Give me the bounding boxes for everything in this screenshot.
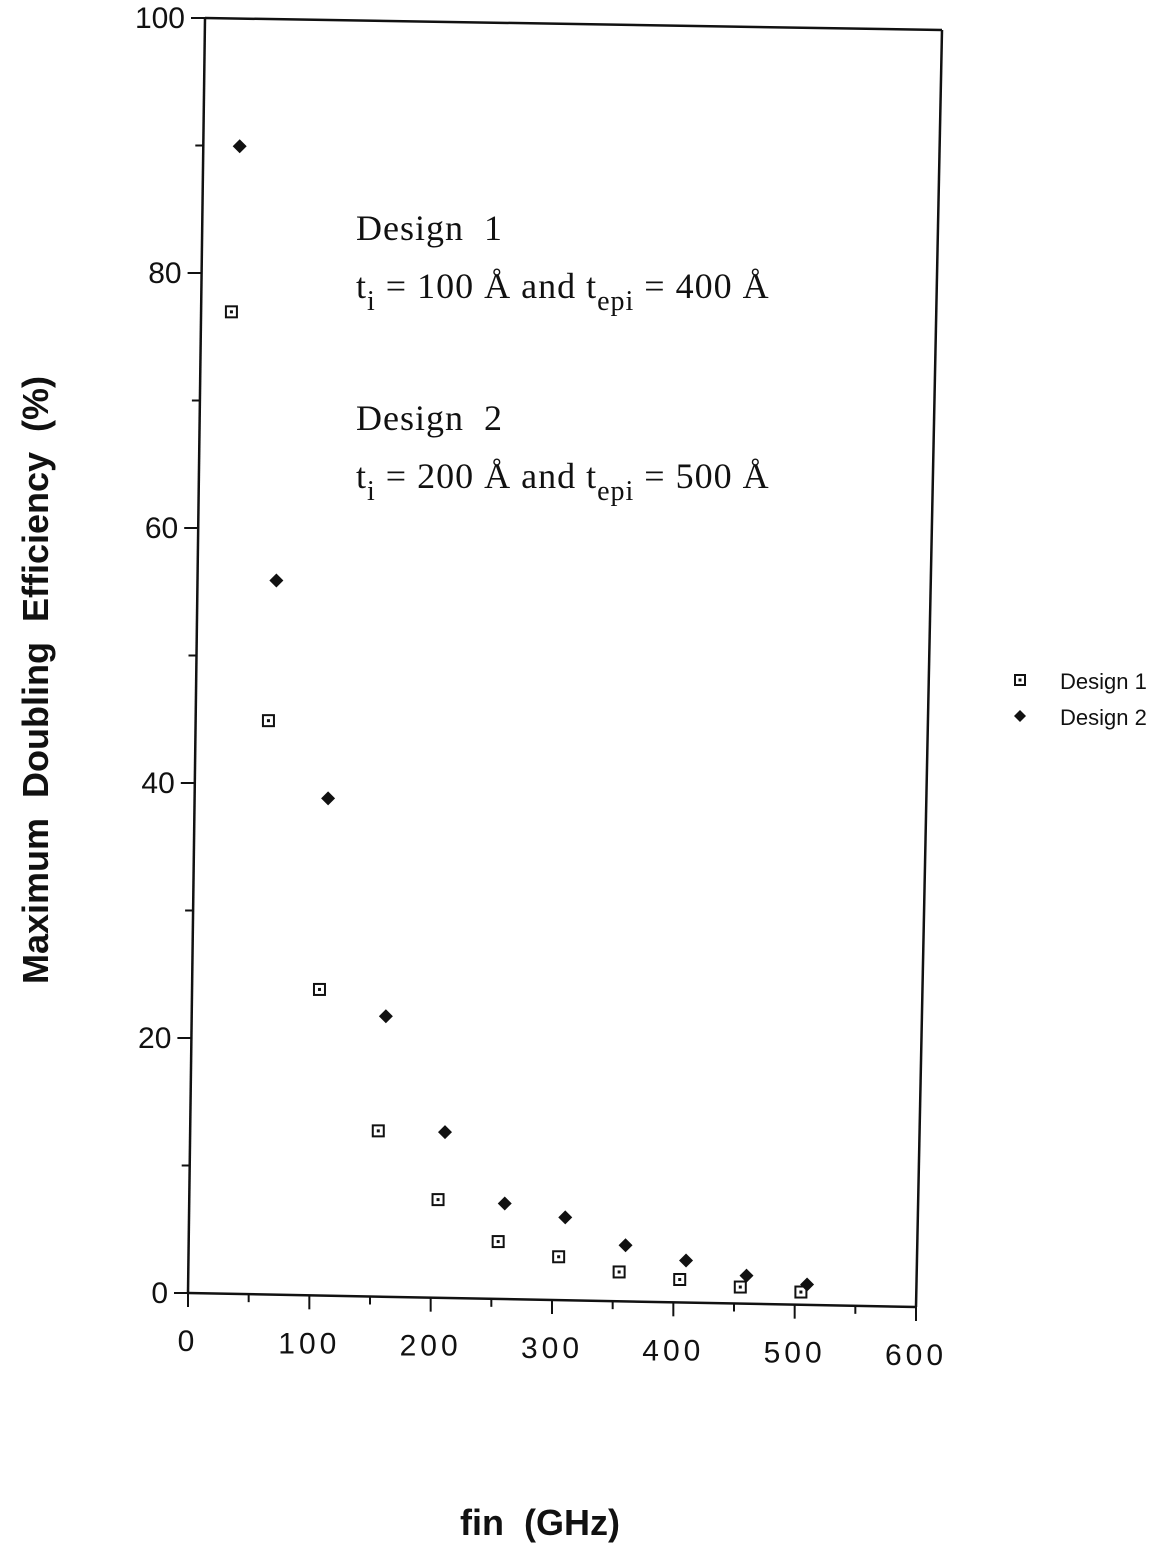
legend-marker-diamond-icon	[1014, 710, 1026, 722]
annotation-design2-title: Design 2	[356, 398, 503, 438]
point-design1-7	[612, 1265, 626, 1279]
x-tick-label-100: 100	[278, 1327, 340, 1360]
point-design1-9	[733, 1280, 747, 1294]
x-tick-label-600: 600	[885, 1339, 947, 1372]
plot-frame-top	[204, 16, 943, 32]
point-design2-2	[321, 791, 336, 806]
point-design2-5	[497, 1196, 512, 1211]
annotation-design1-desc: ti = 100 Å and tepi = 400 Å	[356, 266, 770, 317]
point-design2-6	[558, 1210, 573, 1225]
y-tick-label-40: 40	[141, 767, 174, 800]
point-design2-3	[378, 1009, 393, 1024]
x-tick-label-0: 0	[178, 1325, 199, 1358]
y-axis-ticks: 0 20 40 60 80 100	[135, 2, 205, 1310]
legend-label-design1: Design 1	[1060, 669, 1147, 694]
x-axis-ticks: 0 100 200 300 400 500 600	[178, 1293, 947, 1372]
point-design1-6	[552, 1250, 566, 1264]
point-design1-5	[491, 1235, 505, 1249]
plot-frame-right	[914, 29, 944, 1308]
point-design1-1	[261, 714, 275, 728]
point-design1-3	[371, 1124, 385, 1138]
annotation-design1-title: Design 1	[356, 208, 503, 248]
x-axis-title: fin (GHz)	[460, 1502, 620, 1543]
point-design2-9	[739, 1268, 754, 1283]
point-design1-4	[431, 1193, 445, 1207]
y-axis-title: Maximum Doubling Efficiency (%)	[15, 376, 56, 984]
point-design1-2	[312, 982, 326, 996]
legend: Design 1 Design 2	[1014, 669, 1147, 730]
y-tick-label-20: 20	[138, 1022, 171, 1055]
point-design1-10	[794, 1285, 808, 1299]
legend-label-design2: Design 2	[1060, 705, 1147, 730]
point-design1-8	[673, 1273, 687, 1286]
legend-marker-square-icon	[1014, 674, 1026, 686]
annotation-design2-desc: ti = 200 Å and tepi = 500 Å	[356, 456, 770, 507]
point-design2-1	[269, 573, 284, 588]
data-points	[224, 139, 815, 1299]
point-design2-10	[800, 1277, 815, 1292]
y-tick-label-0: 0	[151, 1277, 168, 1310]
legend-item-design2: Design 2	[1014, 705, 1147, 730]
point-design2-4	[438, 1125, 453, 1140]
y-tick-label-80: 80	[148, 257, 181, 290]
x-tick-label-400: 400	[642, 1334, 704, 1367]
legend-item-design1: Design 1	[1014, 669, 1147, 694]
x-tick-label-300: 300	[521, 1332, 583, 1365]
point-design2-7	[618, 1238, 633, 1253]
legend-marker-dot	[1018, 678, 1022, 682]
point-design2-0	[232, 139, 247, 154]
x-tick-label-500: 500	[764, 1337, 826, 1370]
y-tick-label-100: 100	[135, 2, 185, 35]
y-tick-label-60: 60	[145, 512, 178, 545]
point-design1-0	[224, 305, 238, 319]
point-design2-8	[679, 1253, 694, 1268]
x-tick-label-200: 200	[400, 1330, 462, 1363]
